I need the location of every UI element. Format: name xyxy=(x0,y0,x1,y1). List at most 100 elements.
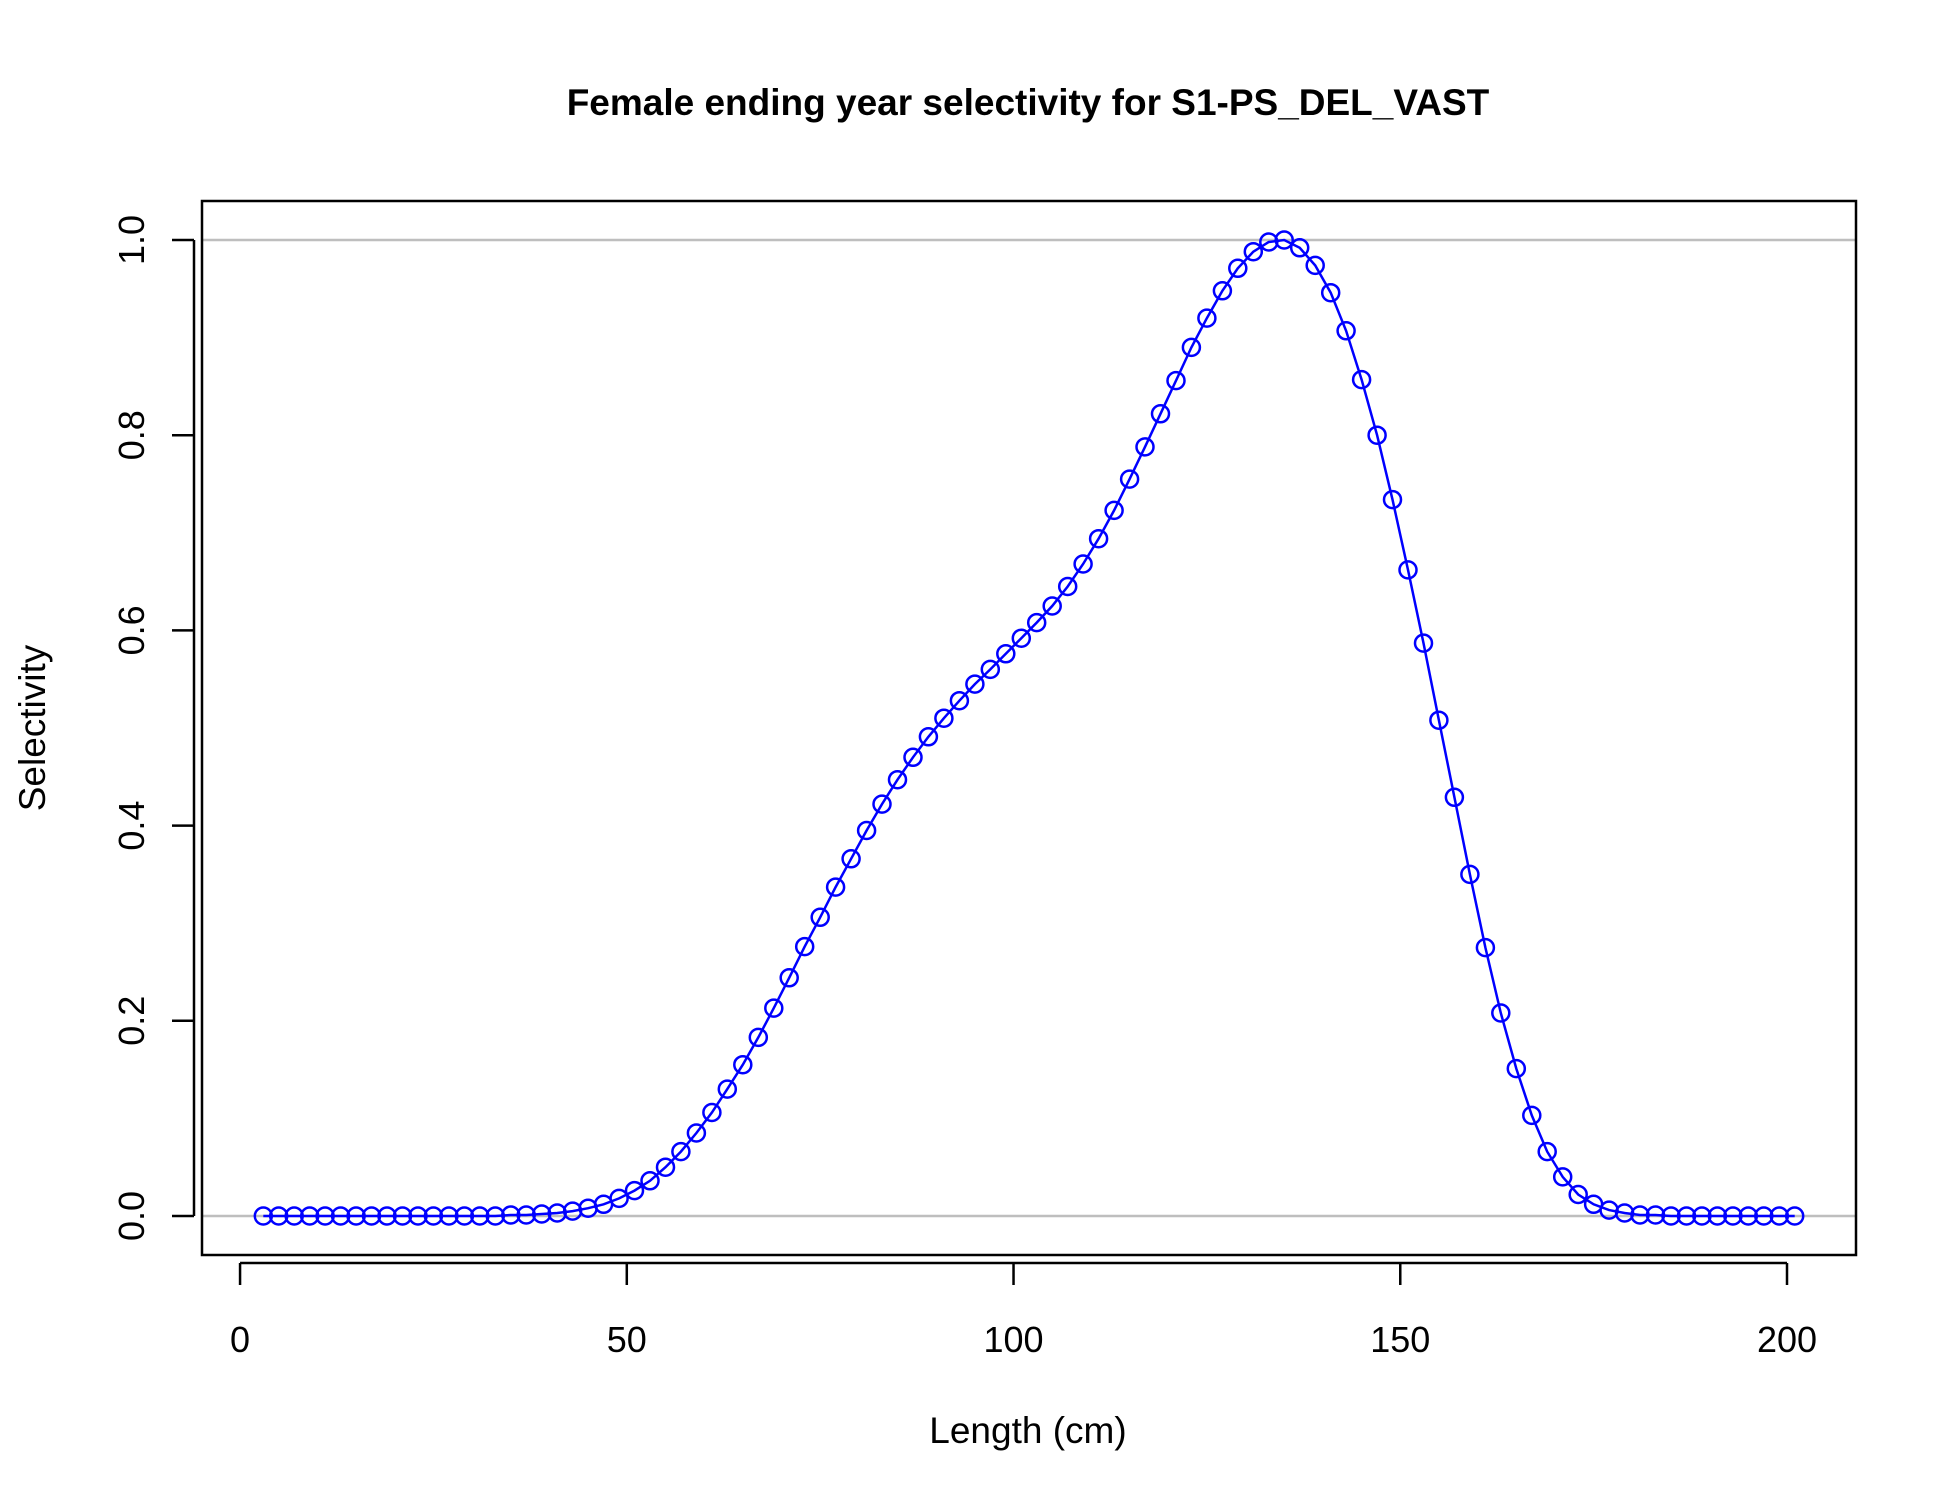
data-point xyxy=(1382,489,1403,510)
data-point xyxy=(1228,258,1248,279)
data-point xyxy=(872,794,892,814)
data-point xyxy=(1026,612,1047,633)
data-point xyxy=(1243,241,1264,262)
chart-title: Female ending year selectivity for S1-PS… xyxy=(567,82,1490,123)
data-point xyxy=(794,936,815,957)
data-point xyxy=(516,1205,536,1225)
data-point xyxy=(423,1206,444,1226)
data-point xyxy=(284,1206,304,1226)
data-point xyxy=(1491,1003,1511,1023)
x-axis-label: Length (cm) xyxy=(929,1410,1126,1451)
data-point xyxy=(1104,500,1124,521)
data-point xyxy=(268,1206,289,1226)
y-tick-label: 1.0 xyxy=(111,215,152,265)
data-point xyxy=(980,659,1001,680)
x-tick-label: 100 xyxy=(983,1319,1043,1360)
data-point xyxy=(315,1206,335,1226)
x-tick-label: 150 xyxy=(1370,1319,1430,1360)
data-point xyxy=(361,1206,382,1226)
data-point xyxy=(1506,1058,1527,1079)
data-point xyxy=(671,1141,691,1162)
data-point xyxy=(1692,1206,1712,1226)
data-point xyxy=(439,1206,459,1226)
data-point xyxy=(1645,1205,1666,1225)
data-point xyxy=(1259,232,1279,252)
data-point xyxy=(1274,230,1294,250)
data-point xyxy=(1784,1206,1805,1226)
data-point xyxy=(531,1204,552,1224)
data-point xyxy=(1166,370,1186,391)
y-tick-label: 0.4 xyxy=(111,801,152,851)
data-point xyxy=(1429,710,1449,730)
data-point xyxy=(299,1206,320,1226)
data-point xyxy=(686,1123,707,1143)
data-point xyxy=(1707,1206,1728,1226)
data-point xyxy=(702,1102,722,1123)
y-tick-label: 0.8 xyxy=(111,410,152,460)
data-point xyxy=(1661,1206,1681,1226)
data-point xyxy=(1336,321,1356,341)
y-tick-label: 0.6 xyxy=(111,605,152,655)
data-point xyxy=(779,968,799,988)
data-point xyxy=(470,1206,490,1226)
data-point xyxy=(1676,1206,1697,1226)
y-axis: 0.0 0.2 0.4 0.6 0.8 1.0 xyxy=(111,215,196,1241)
data-point xyxy=(1738,1206,1759,1226)
data-point xyxy=(609,1188,629,1209)
data-point xyxy=(748,1027,769,1048)
data-point xyxy=(918,727,939,747)
data-point xyxy=(934,708,954,728)
data-point xyxy=(346,1206,366,1226)
data-point xyxy=(1351,369,1372,390)
data-point xyxy=(454,1206,475,1226)
data-point xyxy=(1042,596,1062,616)
data-point xyxy=(1537,1141,1557,1162)
data-point xyxy=(1135,437,1155,457)
x-tick-label: 50 xyxy=(607,1319,647,1360)
data-point xyxy=(1212,281,1233,301)
series-group xyxy=(253,230,1805,1226)
data-point xyxy=(717,1079,738,1099)
data-point xyxy=(253,1206,274,1226)
series-line xyxy=(263,238,1795,1218)
data-point xyxy=(1073,554,1093,574)
data-point xyxy=(1413,633,1434,653)
x-tick-label: 0 xyxy=(230,1319,250,1360)
data-point xyxy=(1475,937,1496,958)
data-point xyxy=(377,1206,397,1226)
data-point xyxy=(1614,1203,1635,1223)
data-point xyxy=(1181,337,1202,358)
data-point xyxy=(1769,1206,1790,1226)
data-point xyxy=(965,674,985,694)
data-point xyxy=(1522,1105,1542,1126)
data-point xyxy=(1119,469,1140,489)
data-point xyxy=(1444,787,1465,808)
data-point xyxy=(1367,425,1387,445)
data-point xyxy=(1630,1205,1650,1225)
data-point xyxy=(733,1054,753,1075)
data-point xyxy=(624,1180,645,1201)
data-point xyxy=(841,849,861,869)
data-point xyxy=(1460,864,1480,885)
data-point xyxy=(1150,404,1171,424)
data-point xyxy=(1197,308,1217,328)
data-point xyxy=(887,769,908,790)
data-point xyxy=(825,877,846,897)
data-point xyxy=(1305,255,1325,276)
data-point xyxy=(903,747,923,768)
data-point xyxy=(1289,238,1310,258)
data-point xyxy=(1320,282,1341,303)
data-point xyxy=(655,1157,676,1177)
data-point xyxy=(408,1206,428,1226)
data-point xyxy=(547,1203,567,1223)
data-point xyxy=(1057,576,1078,597)
data-point xyxy=(856,820,877,841)
data-point xyxy=(392,1206,413,1226)
reference-lines xyxy=(202,238,1856,1218)
data-point xyxy=(1552,1167,1573,1187)
x-axis: 0 50 100 150 200 xyxy=(230,1261,1817,1360)
data-point xyxy=(1398,560,1418,580)
data-point xyxy=(764,998,784,1018)
data-point xyxy=(501,1205,521,1225)
